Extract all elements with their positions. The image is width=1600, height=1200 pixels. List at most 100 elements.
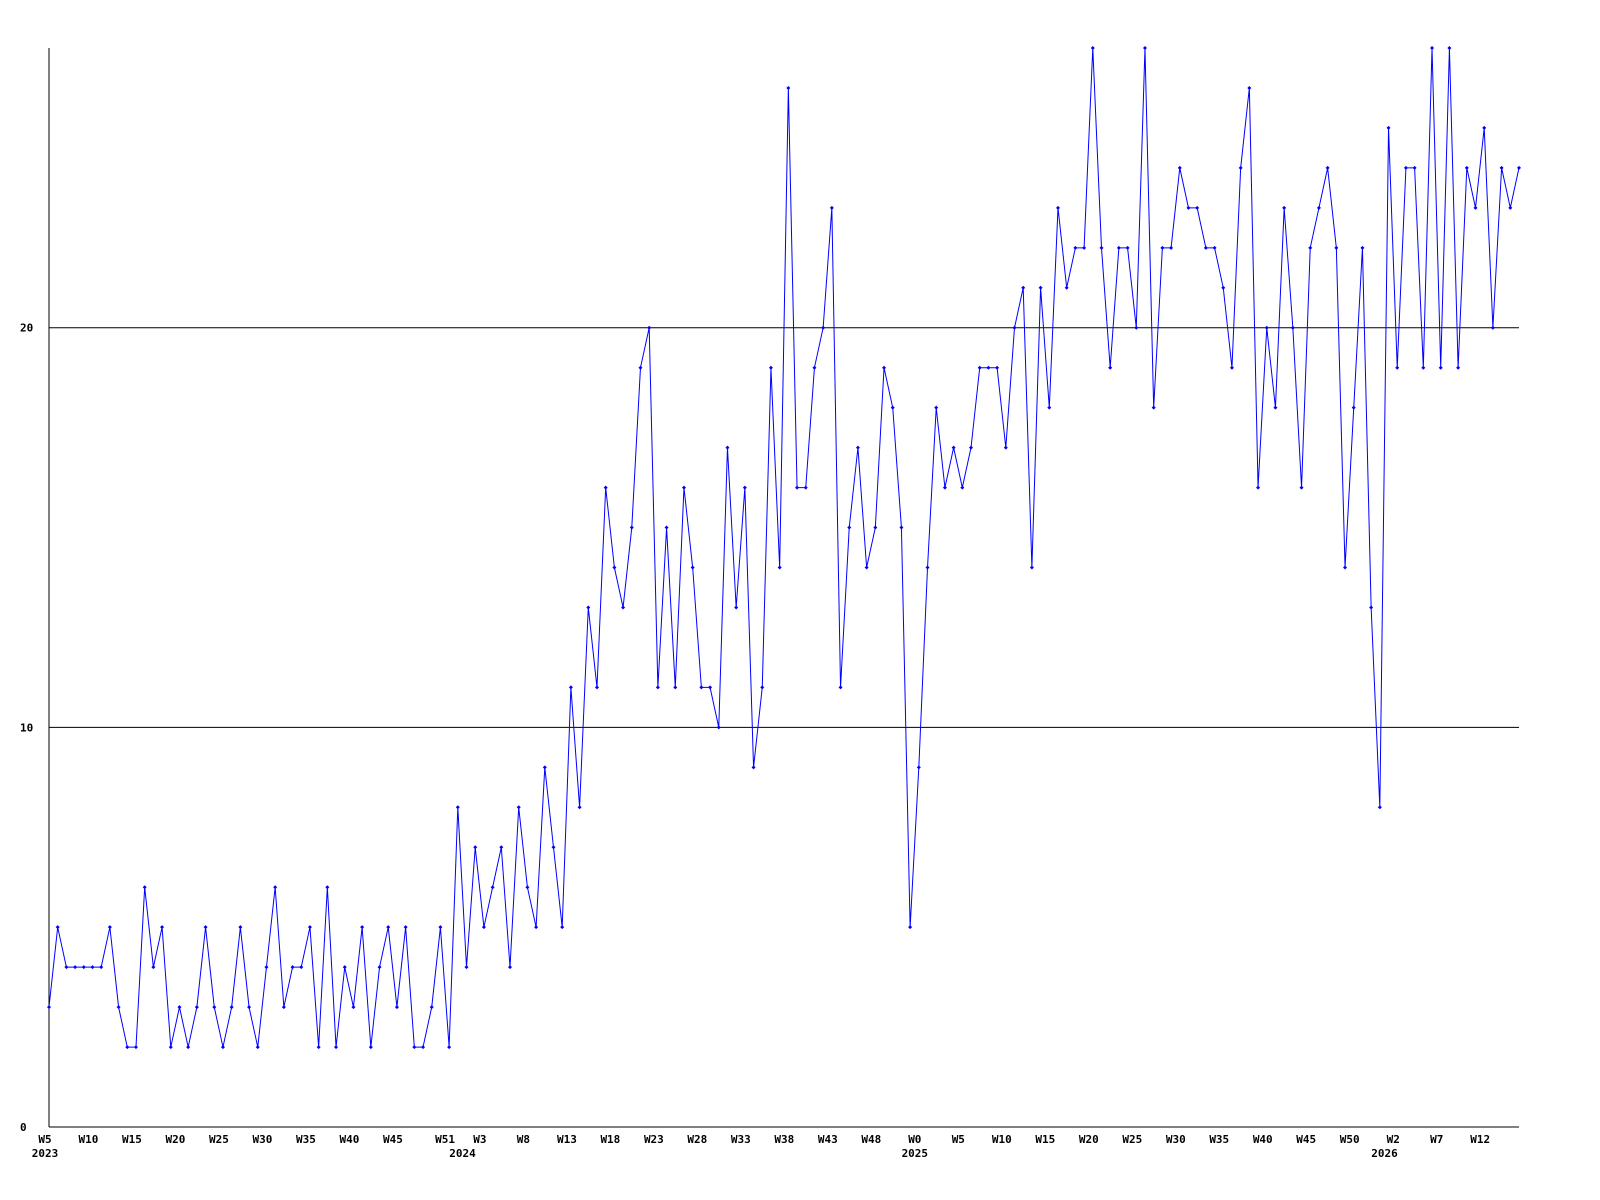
data-point bbox=[638, 365, 643, 370]
data-point bbox=[777, 565, 782, 570]
data-point bbox=[334, 1045, 339, 1050]
data-point bbox=[1386, 125, 1391, 130]
data-point bbox=[160, 925, 165, 930]
data-point bbox=[1360, 245, 1365, 250]
x-tick-label: W5 bbox=[38, 1133, 51, 1146]
data-point bbox=[1038, 285, 1043, 290]
data-point bbox=[1517, 165, 1521, 170]
x-year-label: 2024 bbox=[449, 1147, 476, 1160]
data-point bbox=[795, 485, 800, 490]
data-point bbox=[194, 1005, 199, 1010]
data-point bbox=[255, 1045, 260, 1050]
data-point bbox=[360, 925, 365, 930]
x-tick-label: W13 bbox=[557, 1133, 577, 1146]
data-point bbox=[351, 1005, 356, 1010]
data-point bbox=[690, 565, 695, 570]
data-point bbox=[594, 685, 599, 690]
data-point bbox=[490, 885, 495, 890]
data-point bbox=[1134, 325, 1139, 330]
data-point bbox=[890, 405, 895, 410]
data-point bbox=[864, 565, 869, 570]
data-point bbox=[1282, 205, 1287, 210]
x-tick-label: W51 bbox=[435, 1133, 455, 1146]
data-point bbox=[1029, 565, 1034, 570]
data-point bbox=[621, 605, 626, 610]
data-point bbox=[847, 525, 852, 530]
data-point bbox=[386, 925, 391, 930]
data-point bbox=[168, 1045, 173, 1050]
data-point bbox=[1116, 245, 1121, 250]
data-point bbox=[1395, 365, 1400, 370]
data-point bbox=[855, 445, 860, 450]
data-point bbox=[1490, 325, 1495, 330]
data-point bbox=[655, 685, 660, 690]
data-point bbox=[290, 965, 295, 970]
data-point bbox=[1343, 565, 1348, 570]
data-point bbox=[447, 1045, 452, 1050]
data-point bbox=[212, 1005, 217, 1010]
data-point bbox=[1508, 205, 1513, 210]
x-year-label: 2025 bbox=[902, 1147, 929, 1160]
data-point bbox=[882, 365, 887, 370]
data-point bbox=[47, 1005, 51, 1010]
data-point bbox=[229, 1005, 234, 1010]
x-tick-label: W35 bbox=[1209, 1133, 1229, 1146]
data-point bbox=[1299, 485, 1304, 490]
data-point bbox=[534, 925, 539, 930]
data-point bbox=[899, 525, 904, 530]
data-point bbox=[586, 605, 591, 610]
x-tick-label: W5 bbox=[952, 1133, 965, 1146]
data-point bbox=[1021, 285, 1026, 290]
data-point bbox=[394, 1005, 399, 1010]
x-tick-label: W7 bbox=[1430, 1133, 1443, 1146]
data-point bbox=[412, 1045, 417, 1050]
data-point bbox=[716, 725, 721, 730]
data-point bbox=[1308, 245, 1313, 250]
data-point bbox=[1047, 405, 1052, 410]
data-point bbox=[116, 1005, 121, 1010]
data-point bbox=[264, 965, 269, 970]
data-point bbox=[1473, 205, 1478, 210]
x-year-label: 2023 bbox=[32, 1147, 59, 1160]
data-point bbox=[1421, 365, 1426, 370]
data-point bbox=[1108, 365, 1113, 370]
data-point bbox=[107, 925, 112, 930]
data-point bbox=[664, 525, 669, 530]
data-point bbox=[99, 965, 104, 970]
data-point bbox=[1273, 405, 1278, 410]
data-point bbox=[299, 965, 304, 970]
data-point bbox=[1438, 365, 1443, 370]
data-point bbox=[1316, 205, 1321, 210]
data-point bbox=[1195, 205, 1200, 210]
data-point bbox=[1064, 285, 1069, 290]
x-tick-label: W30 bbox=[253, 1133, 273, 1146]
x-tick-label: W3 bbox=[473, 1133, 486, 1146]
data-point bbox=[1264, 325, 1269, 330]
data-point bbox=[1012, 325, 1017, 330]
data-point bbox=[377, 965, 382, 970]
data-point bbox=[838, 685, 843, 690]
data-point bbox=[951, 445, 956, 450]
data-point bbox=[560, 925, 565, 930]
data-point bbox=[612, 565, 617, 570]
data-point bbox=[316, 1045, 321, 1050]
data-point bbox=[1073, 245, 1078, 250]
data-point bbox=[751, 765, 756, 770]
data-point bbox=[1334, 245, 1339, 250]
data-point bbox=[1082, 245, 1087, 250]
data-point bbox=[873, 525, 878, 530]
data-point bbox=[925, 565, 930, 570]
data-point bbox=[1377, 805, 1382, 810]
data-point bbox=[1247, 85, 1252, 90]
x-tick-label: W25 bbox=[209, 1133, 229, 1146]
x-tick-label: W8 bbox=[517, 1133, 530, 1146]
data-point bbox=[934, 405, 939, 410]
data-point bbox=[307, 925, 312, 930]
data-point bbox=[438, 925, 443, 930]
data-point bbox=[960, 485, 965, 490]
data-point bbox=[1464, 165, 1469, 170]
data-point bbox=[81, 965, 86, 970]
data-point bbox=[1003, 445, 1008, 450]
data-point bbox=[1482, 125, 1487, 130]
data-point bbox=[829, 205, 834, 210]
